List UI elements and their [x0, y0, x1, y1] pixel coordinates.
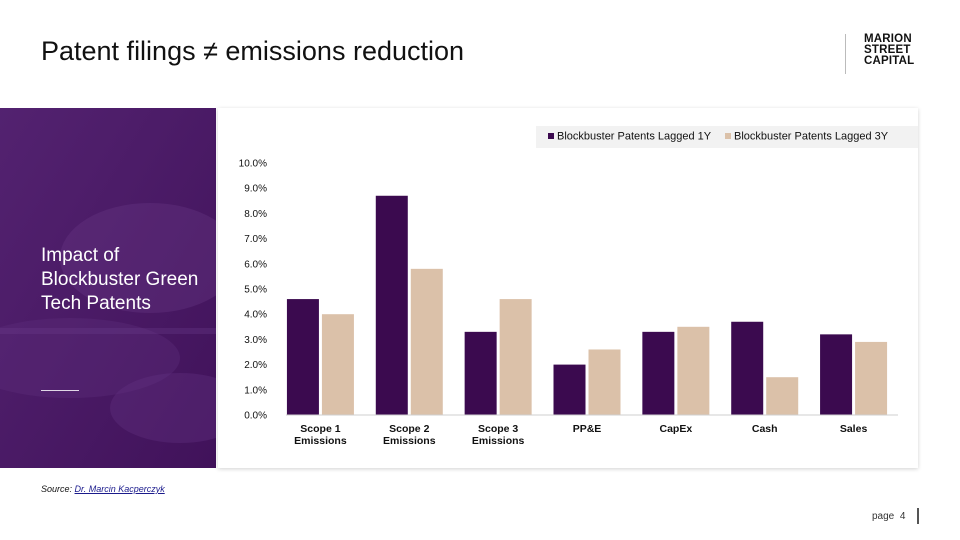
x-tick-label: Scope 3 — [478, 423, 518, 435]
bar — [375, 195, 408, 415]
legend-label: Blockbuster Patents Lagged 1Y — [557, 131, 712, 143]
panel-background-texture — [0, 108, 216, 468]
x-tick-label: Sales — [840, 423, 868, 435]
bar — [499, 299, 532, 415]
bar — [464, 331, 497, 415]
y-tick-label: 9.0% — [244, 184, 267, 195]
bar — [588, 349, 621, 415]
bar — [553, 364, 586, 415]
y-tick-label: 2.0% — [244, 360, 267, 371]
marion-street-capital-logo: MARION STREET CAPITAL — [845, 33, 915, 74]
panel-title: Impact of Blockbuster Green Tech Patents — [41, 245, 199, 314]
source-note: Source: Dr. Marcin Kacperczyk — [41, 484, 165, 494]
x-tick-label: Cash — [752, 423, 778, 435]
logo-line: CAPITAL — [864, 55, 915, 67]
x-tick-label: PP&E — [573, 423, 602, 435]
y-tick-label: 1.0% — [244, 385, 267, 396]
x-tick-label: Scope 1 — [300, 423, 340, 435]
source-prefix: Source: — [41, 484, 75, 494]
x-tick-label: CapEx — [660, 423, 693, 435]
y-tick-label: 0.0% — [244, 411, 267, 422]
x-tick-label: Scope 2 — [389, 423, 429, 435]
page-label: page — [872, 511, 895, 522]
x-tick-label: Emissions — [294, 435, 347, 447]
bar — [642, 331, 675, 415]
logo-line: MARION — [864, 33, 912, 45]
bar — [410, 268, 443, 415]
chart-card: Blockbuster Patents Lagged 1Y Blockbuster… — [218, 108, 918, 468]
bar — [321, 314, 354, 415]
source-link[interactable]: Dr. Marcin Kacperczyk — [74, 484, 165, 494]
bar — [677, 326, 710, 415]
y-tick-label: 4.0% — [244, 310, 267, 321]
bar — [731, 321, 764, 415]
y-tick-label: 7.0% — [244, 234, 267, 245]
page-divider — [917, 508, 919, 524]
y-tick-label: 6.0% — [244, 259, 267, 270]
legend-label: Blockbuster Patents Lagged 3Y — [734, 131, 889, 143]
slide-title: Patent filings ≠ emissions reduction — [41, 36, 465, 66]
y-tick-label: 10.0% — [239, 159, 267, 170]
bar — [820, 334, 853, 415]
legend-swatch — [725, 133, 731, 139]
y-tick-label: 8.0% — [244, 209, 267, 220]
panel-divider — [41, 390, 79, 391]
bar — [766, 377, 799, 415]
side-panel: Impact of Blockbuster Green Tech Patents — [0, 108, 216, 468]
legend-swatch — [548, 133, 554, 139]
logo-line: STREET — [864, 44, 911, 56]
x-tick-label: Emissions — [383, 435, 436, 447]
bar — [855, 341, 888, 415]
x-tick-label: Emissions — [472, 435, 525, 447]
page-number: 4 — [899, 511, 906, 522]
y-tick-label: 5.0% — [244, 285, 267, 296]
bar-chart: Blockbuster Patents Lagged 1Y Blockbuster… — [239, 126, 918, 447]
y-tick-label: 3.0% — [244, 335, 267, 346]
bar — [286, 299, 319, 415]
page-indicator: page 4 — [872, 511, 905, 522]
